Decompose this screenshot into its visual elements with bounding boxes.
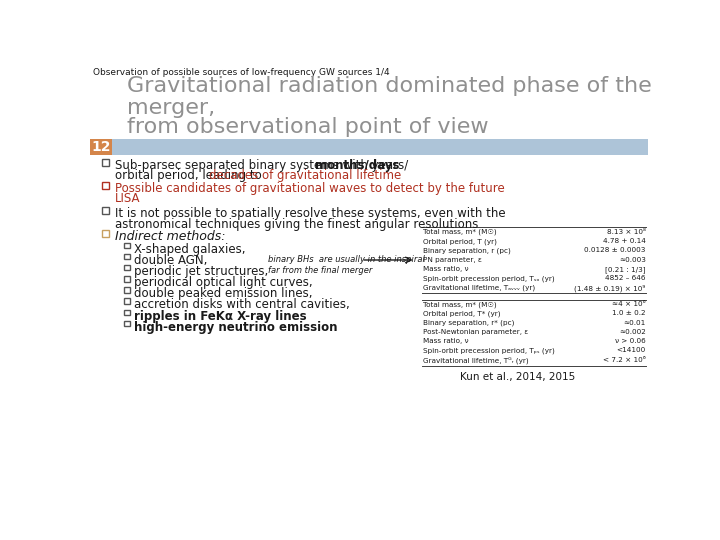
Text: Observation of possible sources of low-frequency GW sources 1/4: Observation of possible sources of low-f… — [93, 68, 390, 77]
FancyBboxPatch shape — [102, 207, 109, 214]
Text: Kun et al., 2014, 2015: Kun et al., 2014, 2015 — [461, 372, 576, 382]
Text: Binary separation, r* (pc): Binary separation, r* (pc) — [423, 320, 515, 326]
FancyBboxPatch shape — [124, 287, 130, 293]
Text: ≈0.003: ≈0.003 — [618, 256, 646, 262]
Text: Spin-orbit precession period, Tₚₛ (yr): Spin-orbit precession period, Tₚₛ (yr) — [423, 347, 555, 354]
Text: ≈4 × 10⁶: ≈4 × 10⁶ — [612, 301, 646, 307]
FancyBboxPatch shape — [124, 309, 130, 315]
Text: merger,: merger, — [127, 98, 215, 118]
Text: LISA: LISA — [114, 192, 140, 205]
FancyBboxPatch shape — [124, 276, 130, 281]
Text: Mass ratio, ν: Mass ratio, ν — [423, 266, 469, 272]
Text: Gravitational lifetime, Tᴳᵣ (yr): Gravitational lifetime, Tᴳᵣ (yr) — [423, 356, 529, 364]
Text: 8.13 × 10⁸: 8.13 × 10⁸ — [607, 229, 646, 235]
Text: 4.78 + 0.14: 4.78 + 0.14 — [603, 238, 646, 244]
FancyBboxPatch shape — [102, 231, 109, 237]
Text: Orbital period, T* (yr): Orbital period, T* (yr) — [423, 310, 500, 317]
FancyBboxPatch shape — [102, 182, 109, 189]
Text: Gravitational radiation dominated phase of the: Gravitational radiation dominated phase … — [127, 76, 652, 96]
Text: astronomical techniques giving the finest angular resolutions: astronomical techniques giving the fines… — [114, 218, 478, 231]
Text: (1.48 ± 0.19) × 10⁹: (1.48 ± 0.19) × 10⁹ — [575, 284, 646, 292]
Text: periodic jet structures,: periodic jet structures, — [134, 265, 269, 278]
Text: double AGN,: double AGN, — [134, 254, 207, 267]
Text: It is not possible to spatially resolve these systems, even with the: It is not possible to spatially resolve … — [114, 207, 505, 220]
Text: <14100: <14100 — [616, 347, 646, 353]
Text: X-shaped galaxies,: X-shaped galaxies, — [134, 242, 246, 255]
FancyBboxPatch shape — [124, 254, 130, 259]
FancyBboxPatch shape — [90, 139, 112, 155]
Text: Indirect methods:: Indirect methods: — [114, 231, 225, 244]
Text: Mass ratio, ν: Mass ratio, ν — [423, 338, 469, 344]
FancyBboxPatch shape — [124, 299, 130, 304]
Text: from observational point of view: from observational point of view — [127, 117, 489, 137]
Text: ν > 0.06: ν > 0.06 — [615, 338, 646, 344]
Text: Post-Newtonian parameter, ε: Post-Newtonian parameter, ε — [423, 329, 528, 335]
FancyBboxPatch shape — [102, 159, 109, 166]
Text: months/days: months/days — [315, 159, 399, 172]
Text: 0.0128 ± 0.0003: 0.0128 ± 0.0003 — [585, 247, 646, 253]
Text: high-energy neutrino emission: high-energy neutrino emission — [134, 321, 338, 334]
Text: 4852 – 646: 4852 – 646 — [606, 275, 646, 281]
Text: PN parameter, ε: PN parameter, ε — [423, 256, 482, 262]
Text: Total mass, m* (M☉): Total mass, m* (M☉) — [423, 301, 497, 308]
Text: < 7.2 × 10⁶: < 7.2 × 10⁶ — [603, 356, 646, 363]
Text: ripples in FeKα X-ray lines: ripples in FeKα X-ray lines — [134, 309, 307, 323]
Text: Binary separation, r (pc): Binary separation, r (pc) — [423, 247, 511, 254]
FancyBboxPatch shape — [124, 242, 130, 248]
Text: Total mass, m* (M☉): Total mass, m* (M☉) — [423, 229, 497, 235]
Text: double peaked emission lines,: double peaked emission lines, — [134, 287, 312, 300]
Text: Orbital period, T (yr): Orbital period, T (yr) — [423, 238, 497, 245]
FancyBboxPatch shape — [124, 265, 130, 271]
Text: Spin-orbit precession period, Tₛₒ (yr): Spin-orbit precession period, Tₛₒ (yr) — [423, 275, 555, 281]
Text: 12: 12 — [91, 140, 111, 154]
FancyBboxPatch shape — [124, 321, 130, 326]
Text: orbital period, leading to: orbital period, leading to — [114, 169, 265, 182]
Text: ≈0.002: ≈0.002 — [618, 329, 646, 335]
Text: Sub-parsec separated binary systems with years/: Sub-parsec separated binary systems with… — [114, 159, 408, 172]
FancyBboxPatch shape — [90, 139, 648, 155]
Text: 1.0 ± 0.2: 1.0 ± 0.2 — [612, 310, 646, 316]
Text: decades of gravitational lifetime: decades of gravitational lifetime — [209, 169, 401, 182]
Text: [0.21 : 1/3]: [0.21 : 1/3] — [606, 266, 646, 273]
Text: Gravitational lifetime, Tₐᵥᵥᵥ (yr): Gravitational lifetime, Tₐᵥᵥᵥ (yr) — [423, 284, 536, 291]
Text: Possible candidates of gravitational waves to detect by the future: Possible candidates of gravitational wav… — [114, 182, 505, 195]
Text: binary BHs  are usually in the inspiral
far from the final merger: binary BHs are usually in the inspiral f… — [269, 255, 425, 275]
Text: accretion disks with central cavities,: accretion disks with central cavities, — [134, 299, 350, 312]
Text: ≈0.01: ≈0.01 — [624, 320, 646, 326]
Text: periodical optical light curves,: periodical optical light curves, — [134, 276, 312, 289]
